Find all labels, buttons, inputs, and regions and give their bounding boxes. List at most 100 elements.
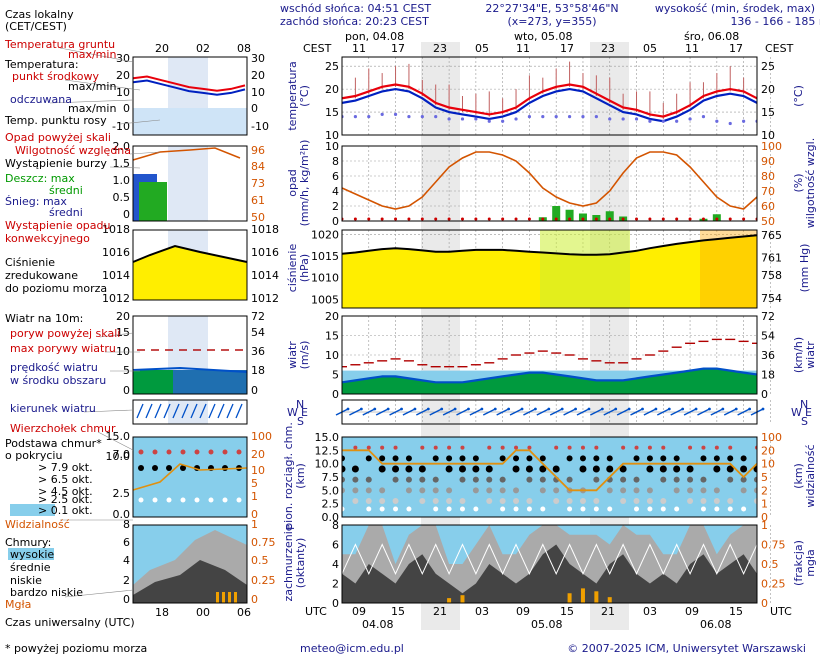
legend-pointer [83, 409, 134, 413]
cloud-dot [432, 498, 439, 504]
precip-occur-dot [661, 217, 665, 221]
cest-label-right: CEST [765, 42, 794, 55]
y-tick-right: 20 [761, 444, 775, 457]
cloud-dot [593, 506, 599, 512]
hour-label-top: 05 [475, 42, 489, 55]
legend-tick: 54 [251, 326, 265, 339]
dew-point [353, 115, 357, 119]
cloud-dot [592, 465, 600, 473]
precip-occur-dot [380, 217, 384, 221]
legend-okt01: > 0.1 okt. [38, 504, 93, 517]
legend-wind-mean: prędkość wiatru [10, 361, 98, 374]
cloud-dot [405, 476, 412, 483]
cloud-sky [342, 437, 757, 517]
cloud-dot [727, 455, 734, 462]
precip-occur-dot [447, 217, 451, 221]
legend-frame [132, 145, 248, 222]
wind-dir-arrow [456, 408, 469, 416]
date-bottom-1: 04.08 [362, 618, 394, 631]
legend-tick: 1 [251, 518, 258, 531]
y-tick-right: 0.5 [761, 558, 779, 571]
cloud-dot [526, 455, 533, 462]
cloud-dot [458, 465, 466, 473]
sunset-text: zachód słońca: 20:23 CEST [280, 15, 429, 28]
y-tick-left: 6 [332, 539, 339, 552]
legend-frame [132, 315, 248, 395]
y-tick-left: 10.0 [315, 458, 340, 471]
dew-point [661, 119, 665, 123]
cloud-dot [432, 487, 439, 494]
y-tick-left: 8 [332, 519, 339, 532]
svg-text:(%): (%) [792, 173, 805, 192]
legend-hour-18: 18 [155, 606, 169, 619]
svg-text:(oktanty): (oktanty) [294, 538, 307, 589]
wind-dir-arrow [603, 408, 617, 416]
cloud-dot [392, 465, 400, 473]
legend-visibility-line [132, 463, 248, 491]
precip-occur-dot [353, 217, 357, 221]
cloud-dot [634, 445, 639, 450]
wind-dir-series [335, 407, 765, 416]
legend-tick: 4 [123, 554, 130, 567]
svg-text:W: W [791, 406, 802, 419]
legend-rain: Deszcz: max [5, 172, 75, 185]
cloud-dot [540, 506, 546, 512]
cloud-dot [445, 465, 453, 473]
cloud-dot [539, 455, 546, 462]
cloud-dot [459, 498, 466, 504]
cloud-dot [459, 506, 465, 512]
cloud-dot [754, 487, 757, 494]
cloud-dot [342, 506, 345, 512]
cloud-dot [351, 465, 359, 473]
wind-dir-arrow [509, 408, 523, 416]
wind-dir-arrow [590, 408, 603, 416]
legend-ground-area [133, 108, 247, 135]
legend-tick: 1018 [102, 223, 130, 236]
cloud-dot [392, 498, 399, 504]
legend-time-local-sub: (CET/CEST) [5, 20, 67, 33]
legend-tick: 20 [251, 448, 265, 461]
dew-point [648, 119, 652, 123]
y-tick-left: 25 [325, 60, 339, 73]
legend-pointer [64, 589, 134, 598]
wind-dir-arrow [496, 408, 509, 416]
panel-frame [341, 56, 758, 136]
legend-tick: 10 [116, 345, 130, 358]
hour-label-top: 17 [729, 42, 743, 55]
svg-text:(°C): (°C) [792, 85, 805, 107]
precip-occur-dot [688, 217, 692, 221]
legend-perceived: odczuwana [10, 93, 72, 106]
y-tick-left: 0.0 [322, 511, 340, 524]
cloud-dot [473, 506, 479, 512]
wind-dir-arrow [670, 408, 684, 416]
fog-bar [594, 591, 599, 603]
cloud-dot [447, 445, 452, 450]
svg-text:(°C): (°C) [298, 85, 311, 107]
svg-text:wilgotność wzgl.: wilgotność wzgl. [804, 138, 817, 228]
dew-point [527, 115, 532, 119]
hour-label-top: 11 [685, 42, 699, 55]
y-tick-right: 754 [761, 292, 782, 305]
dew-point [447, 117, 451, 121]
legend-wind-arrow [181, 403, 189, 419]
height-title: wysokość (min, środek, max) [655, 2, 815, 15]
y-tick-left: 10 [325, 129, 339, 142]
legend-humidity-line [132, 147, 241, 161]
wind-dir-head [734, 407, 738, 411]
grid-text: (x=273, y=355) [507, 15, 596, 28]
dew-point [688, 117, 692, 121]
cloud-dot [513, 455, 520, 462]
legend-tick: 30 [116, 52, 130, 65]
y-tick-right: 100 [761, 140, 782, 153]
cloud-dot [646, 487, 653, 494]
fog-bar [447, 598, 452, 603]
dew-point [728, 121, 732, 126]
cloud-dot [686, 465, 694, 473]
cloud-dot [419, 476, 426, 483]
footer-email[interactable]: meteo@icm.edu.pl [300, 642, 404, 655]
cloud-dot [566, 476, 573, 483]
cloud-dot [352, 476, 359, 483]
wind-dir-arrow [697, 408, 710, 416]
cloud-dot [419, 487, 426, 494]
legend-tick: 1018 [251, 223, 279, 236]
